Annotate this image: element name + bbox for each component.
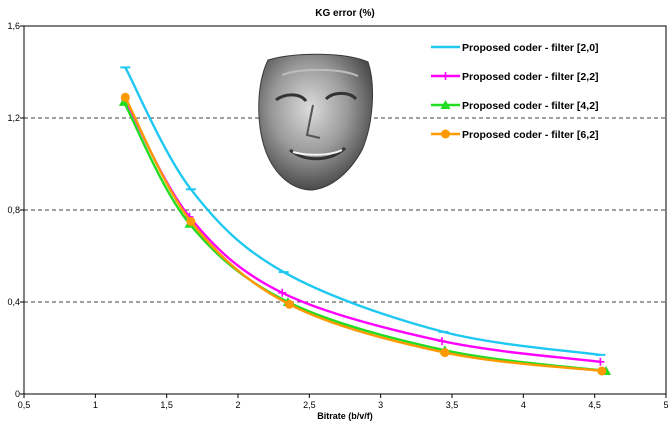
x-tick-label: 3,5: [446, 400, 459, 410]
data-point-series-2: [278, 288, 287, 297]
x-tick-label: 3: [378, 400, 383, 410]
legend: Proposed coder - filter [2,0] Proposed co…: [431, 42, 599, 141]
face-image: [258, 53, 374, 191]
legend-label-1: Proposed coder - filter [2,0]: [462, 42, 599, 54]
x-tick-label: 0,5: [18, 400, 31, 410]
y-tick-label: 0,8: [7, 205, 20, 215]
series-layer: [118, 66, 612, 376]
data-point-series-4: [597, 366, 607, 376]
x-tick-label: 5: [663, 400, 668, 410]
data-point-series-2: [438, 337, 447, 346]
legend-marker-4: [441, 129, 450, 139]
x-tick-label: 4: [521, 400, 526, 410]
data-point-series-2: [596, 357, 605, 366]
legend-marker-3: [440, 100, 451, 109]
axis-layer: 0,5 1 1,5 2 2,5 3 3,5 4 4,5 5 0 0,4 0,8 1,2 1,6: [7, 21, 668, 410]
data-point-series-4: [284, 299, 294, 309]
x-tick-label: 2: [235, 400, 240, 410]
y-tick-label: 0,4: [7, 297, 20, 307]
x-tick-label: 1,5: [160, 400, 173, 410]
legend-label-3: Proposed coder - filter [4,2]: [462, 100, 599, 112]
legend-label-2: Proposed coder - filter [2,2]: [462, 71, 599, 83]
legend-label-4: Proposed coder - filter [6,2]: [462, 129, 599, 141]
x-axis-title: Bitrate (b/v/f): [317, 411, 373, 421]
series-line-1: [124, 66, 601, 357]
y-tick-label: 1,2: [7, 113, 20, 123]
chart-title: KG error (%): [315, 8, 374, 19]
data-point-series-4: [440, 348, 450, 358]
x-tick-label: 1: [93, 400, 98, 410]
legend-marker-2: [441, 72, 450, 80]
y-tick-label: 0: [15, 389, 20, 399]
data-point-series-4: [186, 217, 196, 226]
x-tick-label: 2,5: [303, 400, 316, 410]
data-point-series-4: [120, 92, 130, 102]
x-tick-label: 4,5: [588, 400, 601, 410]
y-tick-label: 1,6: [7, 21, 20, 31]
